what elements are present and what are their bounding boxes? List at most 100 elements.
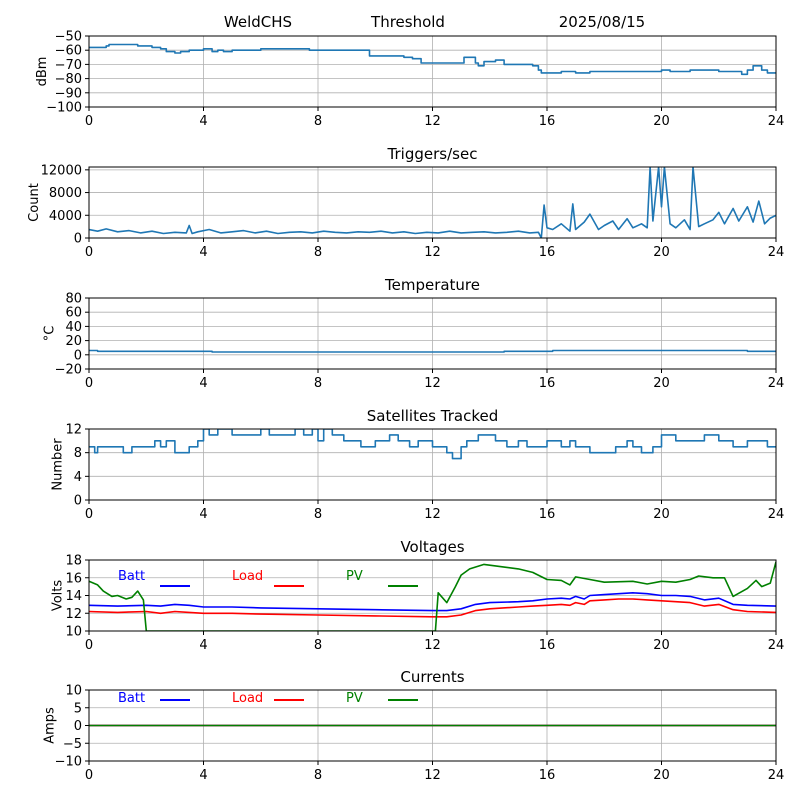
y-axis-label: Volts [50,580,65,612]
series-line [89,167,776,238]
x-tick-label: 24 [768,114,785,129]
chart-voltages: 0 4 8 12 16 20 24 10 12 14 16 18 Voltages Volts Batt Lo… [50,538,784,653]
chart-triggers: 0 4 8 12 16 20 24 0 4000 8000 12000 Triggers/sec Cou… [27,145,784,260]
chart-satellites: 0 4 8 12 16 20 24 0 4 8 12 Satellites Tracked Number [50,407,784,522]
y-axis-label: Number [50,438,65,491]
x-tick-label: 24 [768,245,785,260]
x-tick-label: 0 [85,376,93,391]
y-tick-label: 80 [65,292,82,307]
x-tick-label: 0 [85,245,93,260]
y-tick-label: 5 [74,701,82,716]
y-tick-label: 4 [74,470,82,485]
series-line [89,43,776,76]
series-line [89,429,776,460]
x-tick-label: 8 [314,376,322,391]
legend-label: Load [232,691,263,706]
x-tick-label: 8 [314,114,322,129]
x-tick-label: 4 [199,376,207,391]
chart-title: Satellites Tracked [367,407,498,425]
chart-currents: 0 4 8 12 16 20 24 −10 −5 0 5 10 Currents Amps Batt Load… [43,668,785,783]
chart-title: Triggers/sec [387,145,478,163]
x-tick-label: 24 [768,376,785,391]
x-tick-label: 24 [768,768,785,783]
series-line-pv [89,561,776,631]
x-tick-label: 20 [653,245,670,260]
x-tick-label: 12 [424,245,441,260]
y-tick-label: 12 [65,607,82,622]
y-tick-label: 0 [74,719,82,734]
y-tick-label: 4000 [49,209,82,224]
x-tick-label: 4 [199,768,207,783]
station-name: WeldCHS [224,13,292,31]
x-tick-label: 8 [314,245,322,260]
x-tick-label: 12 [424,507,441,522]
x-tick-label: 20 [653,114,670,129]
y-tick-label: 20 [65,334,82,349]
y-tick-label: −10 [55,755,82,770]
chart-title: Temperature [384,276,480,294]
y-tick-label: −60 [55,44,82,59]
x-tick-label: 24 [768,507,785,522]
report-date: 2025/08/15 [559,13,645,31]
legend-label: Load [232,569,263,584]
chart-title: Currents [400,668,464,686]
series-line [89,349,776,353]
x-tick-label: 16 [539,245,556,260]
x-tick-label: 12 [424,114,441,129]
y-tick-label: −90 [55,86,82,101]
threshold-title: Threshold [370,13,445,31]
y-tick-label: 10 [65,684,82,699]
y-tick-label: −70 [55,58,82,73]
x-tick-label: 0 [85,638,93,653]
y-tick-label: 12 [65,423,82,438]
y-tick-label: 0 [74,348,82,363]
y-axis-label: dBm [35,57,50,87]
y-tick-label: 16 [65,571,82,586]
x-tick-label: 16 [539,768,556,783]
x-tick-label: 12 [424,376,441,391]
y-tick-label: −20 [55,363,82,378]
x-tick-label: 0 [85,507,93,522]
x-tick-label: 8 [314,768,322,783]
x-tick-label: 16 [539,114,556,129]
chart-threshold: 0 4 8 12 16 20 24 −100−90−80−70−60−50 dBm [35,30,784,130]
y-tick-label: 0 [74,232,82,247]
x-tick-label: 0 [85,768,93,783]
y-tick-label: 40 [65,320,82,335]
series-line-batt [89,592,776,612]
x-tick-label: 4 [199,245,207,260]
y-tick-label: 8 [74,446,82,461]
y-tick-label: 18 [65,554,82,569]
y-tick-label: 14 [65,589,82,604]
x-tick-label: 16 [539,376,556,391]
y-tick-label: −100 [46,101,82,116]
x-tick-label: 24 [768,638,785,653]
x-tick-label: 0 [85,114,93,129]
x-tick-label: 12 [424,768,441,783]
y-tick-label: −5 [63,737,82,752]
x-tick-label: 16 [539,638,556,653]
y-tick-label: 10 [65,625,82,640]
y-tick-label: 12000 [41,163,82,178]
legend-label: Batt [118,691,145,706]
x-tick-label: 4 [199,638,207,653]
x-tick-label: 12 [424,638,441,653]
y-axis-label: °C [43,326,58,342]
x-tick-label: 20 [653,768,670,783]
x-tick-label: 4 [199,114,207,129]
x-tick-label: 20 [653,507,670,522]
x-tick-label: 20 [653,638,670,653]
x-tick-label: 4 [199,507,207,522]
legend-label: Batt [118,569,145,584]
y-tick-label: −50 [55,30,82,45]
x-tick-label: 8 [314,638,322,653]
legend-label: PV [346,569,363,584]
y-tick-label: −80 [55,72,82,87]
legend-label: PV [346,691,363,706]
y-axis-label: Count [27,183,42,222]
x-tick-label: 8 [314,507,322,522]
x-tick-label: 20 [653,376,670,391]
x-tick-label: 16 [539,507,556,522]
